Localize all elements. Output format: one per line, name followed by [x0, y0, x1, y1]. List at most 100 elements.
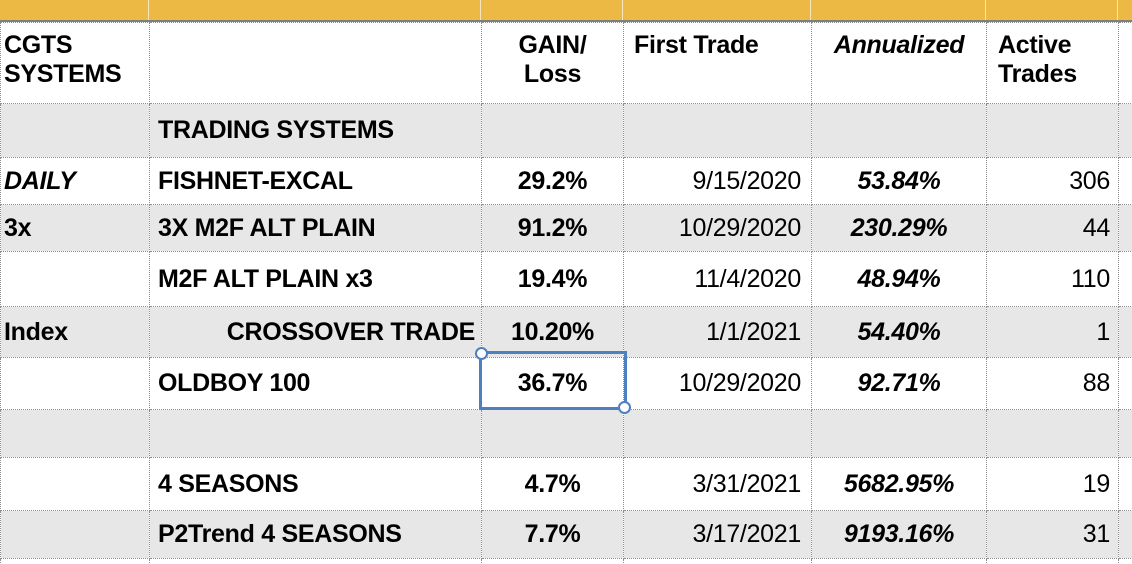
- cell-system-name[interactable]: 3X M2F ALT PLAIN: [149, 204, 482, 252]
- header-annualized[interactable]: Annualized: [811, 22, 987, 104]
- cell-extra[interactable]: [1118, 510, 1132, 559]
- table-row-partial: [0, 558, 1132, 564]
- band-segment-d[interactable]: [623, 0, 811, 20]
- table-header-band: [0, 0, 1132, 22]
- header-gain-loss[interactable]: GAIN/ Loss: [481, 22, 624, 104]
- cell-extra[interactable]: [1118, 157, 1132, 205]
- cell-category[interactable]: Index: [0, 306, 150, 358]
- cell-system-name[interactable]: OLDBOY 100: [149, 357, 482, 410]
- cell-category[interactable]: [0, 457, 150, 511]
- cell-first-trade[interactable]: 9/15/2020: [623, 157, 812, 205]
- cell-gain[interactable]: [481, 103, 624, 158]
- table-row-p2trend-4-seasons: P2Trend 4 SEASONS 7.7% 3/17/2021 9193.16…: [0, 510, 1132, 559]
- cell-gain[interactable]: 19.4%: [481, 251, 624, 307]
- cell-category[interactable]: [0, 357, 150, 410]
- cell-category[interactable]: [0, 103, 150, 158]
- cell-active-trades[interactable]: [986, 558, 1119, 564]
- cell-category[interactable]: [0, 251, 150, 307]
- cell-active-trades[interactable]: 19: [986, 457, 1119, 511]
- cell-extra[interactable]: [1118, 558, 1132, 564]
- cell-gain[interactable]: 91.2%: [481, 204, 624, 252]
- cell-gain[interactable]: 10.20%: [481, 306, 624, 358]
- table-row-blank: [0, 409, 1132, 458]
- cell-gain[interactable]: 4.7%: [481, 457, 624, 511]
- table-row-fishnet-excal: DAILY FISHNET-EXCAL 29.2% 9/15/2020 53.8…: [0, 157, 1132, 205]
- table-row-m2f-alt-plain-x3: M2F ALT PLAIN x3 19.4% 11/4/2020 48.94% …: [0, 251, 1132, 307]
- cell-category[interactable]: [0, 510, 150, 559]
- cell-extra[interactable]: [1118, 204, 1132, 252]
- cell-system-name[interactable]: [149, 558, 482, 564]
- cell-extra[interactable]: [1118, 306, 1132, 358]
- cell-annualized[interactable]: [811, 103, 987, 158]
- cell-first-trade[interactable]: 10/29/2020: [623, 204, 812, 252]
- table-row-3x-m2f-alt-plain: 3x 3X M2F ALT PLAIN 91.2% 10/29/2020 230…: [0, 204, 1132, 252]
- band-segment-b[interactable]: [149, 0, 481, 20]
- cell-system-name[interactable]: CROSSOVER TRADE: [149, 306, 482, 358]
- cell-gain[interactable]: [481, 558, 624, 564]
- table-header-row: CGTS SYSTEMS GAIN/ Loss First Trade Annu…: [0, 22, 1132, 104]
- cell-system-name[interactable]: M2F ALT PLAIN x3: [149, 251, 482, 307]
- band-segment-e[interactable]: [811, 0, 986, 20]
- band-segment-c[interactable]: [481, 0, 623, 20]
- cell-annualized[interactable]: 230.29%: [811, 204, 987, 252]
- cell-category[interactable]: 3x: [0, 204, 150, 252]
- cell-annualized[interactable]: 5682.95%: [811, 457, 987, 511]
- cell-category[interactable]: [0, 558, 150, 564]
- table-row-oldboy-100: OLDBOY 100 36.7% 10/29/2020 92.71% 88: [0, 357, 1132, 410]
- cell-gain-selected[interactable]: 36.7%: [481, 357, 624, 410]
- cell-first-trade[interactable]: [623, 409, 812, 458]
- band-segment-g[interactable]: [1118, 0, 1132, 20]
- cell-gain[interactable]: 7.7%: [481, 510, 624, 559]
- cell-active-trades[interactable]: 31: [986, 510, 1119, 559]
- cell-first-trade[interactable]: [623, 103, 812, 158]
- cell-extra[interactable]: [1118, 457, 1132, 511]
- table-row-trading-systems: TRADING SYSTEMS: [0, 103, 1132, 158]
- cell-gain[interactable]: [481, 409, 624, 458]
- selection-handle-bottom-right[interactable]: [618, 401, 631, 414]
- table-row-4-seasons: 4 SEASONS 4.7% 3/31/2021 5682.95% 19: [0, 457, 1132, 511]
- cell-extra[interactable]: [1118, 357, 1132, 410]
- header-blank-2[interactable]: [1118, 22, 1132, 104]
- cell-category[interactable]: DAILY: [0, 157, 150, 205]
- cell-active-trades[interactable]: 110: [986, 251, 1119, 307]
- cell-system-name[interactable]: 4 SEASONS: [149, 457, 482, 511]
- cell-system-name[interactable]: [149, 409, 482, 458]
- selection-handle-top-left[interactable]: [475, 347, 488, 360]
- cell-active-trades[interactable]: 88: [986, 357, 1119, 410]
- cell-annualized[interactable]: 54.40%: [811, 306, 987, 358]
- table-row-crossover-trade: Index CROSSOVER TRADE 10.20% 1/1/2021 54…: [0, 306, 1132, 358]
- cell-first-trade[interactable]: [623, 558, 812, 564]
- cell-active-trades[interactable]: [986, 409, 1119, 458]
- header-blank[interactable]: [149, 22, 482, 104]
- cell-annualized[interactable]: 53.84%: [811, 157, 987, 205]
- cell-gain[interactable]: 29.2%: [481, 157, 624, 205]
- cell-first-trade[interactable]: 11/4/2020: [623, 251, 812, 307]
- band-segment-a[interactable]: [0, 0, 149, 20]
- cell-first-trade[interactable]: 10/29/2020: [623, 357, 812, 410]
- cell-system-name[interactable]: P2Trend 4 SEASONS: [149, 510, 482, 559]
- band-segment-f[interactable]: [986, 0, 1118, 20]
- cell-active-trades[interactable]: 1: [986, 306, 1119, 358]
- cell-annualized[interactable]: [811, 409, 987, 458]
- cell-extra[interactable]: [1118, 409, 1132, 458]
- cell-extra[interactable]: [1118, 251, 1132, 307]
- cell-annualized[interactable]: 9193.16%: [811, 510, 987, 559]
- header-active-trades[interactable]: Active Trades: [986, 22, 1119, 104]
- cell-first-trade[interactable]: 3/17/2021: [623, 510, 812, 559]
- cell-active-trades[interactable]: [986, 103, 1119, 158]
- cell-category[interactable]: [0, 409, 150, 458]
- cell-annualized[interactable]: 48.94%: [811, 251, 987, 307]
- cell-first-trade[interactable]: 1/1/2021: [623, 306, 812, 358]
- cell-active-trades[interactable]: 44: [986, 204, 1119, 252]
- cell-active-trades[interactable]: 306: [986, 157, 1119, 205]
- cell-system-name[interactable]: FISHNET-EXCAL: [149, 157, 482, 205]
- cell-section-title[interactable]: TRADING SYSTEMS: [149, 103, 482, 158]
- cell-annualized[interactable]: 92.71%: [811, 357, 987, 410]
- cell-first-trade[interactable]: 3/31/2021: [623, 457, 812, 511]
- header-first-trade[interactable]: First Trade: [623, 22, 812, 104]
- cell-annualized[interactable]: [811, 558, 987, 564]
- cell-extra[interactable]: [1118, 103, 1132, 158]
- header-cgts-systems[interactable]: CGTS SYSTEMS: [0, 22, 150, 104]
- trading-systems-table: CGTS SYSTEMS GAIN/ Loss First Trade Annu…: [0, 22, 1132, 564]
